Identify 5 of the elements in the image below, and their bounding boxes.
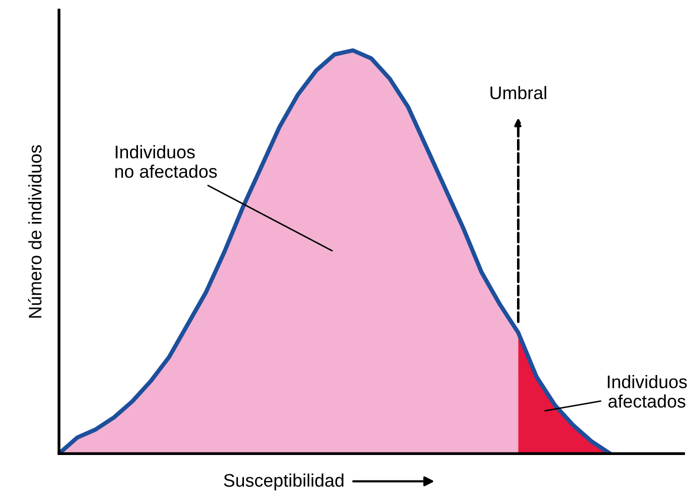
x-axis-title: Susceptibilidad [224, 474, 344, 490]
annotation: Individuos no afectados [115, 145, 217, 178]
annotation: Umbral [490, 86, 546, 100]
y-axis-title: Número de individuos [28, 145, 42, 318]
annotation: Individuos afectados [608, 374, 687, 408]
